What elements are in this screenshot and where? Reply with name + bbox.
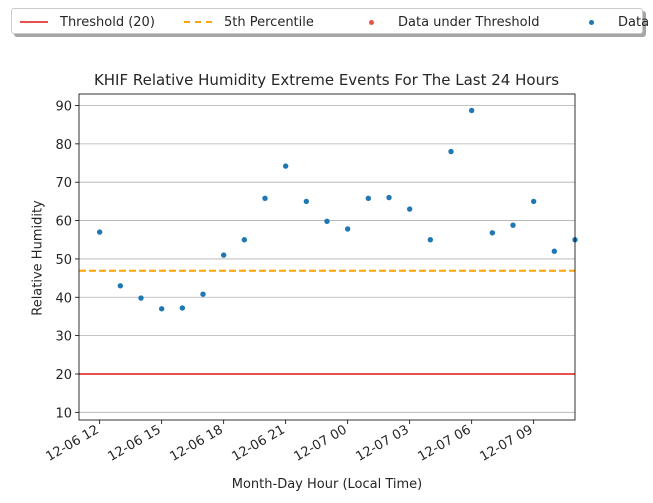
legend-item-percentile: 5th Percentile — [184, 9, 314, 35]
legend-percentile-label: 5th Percentile — [224, 14, 314, 30]
legend-threshold-label: Threshold (20) — [60, 14, 155, 30]
x-tick-label: 12-06 15 — [106, 422, 164, 464]
data-point — [262, 195, 268, 202]
plot-frame — [78, 93, 576, 421]
data-point — [530, 198, 537, 205]
x-tick-label: 12-07 09 — [478, 422, 536, 464]
x-tick-label: 12-06 21 — [230, 422, 288, 464]
data-point — [489, 230, 496, 236]
data-point — [241, 237, 248, 243]
y-tick-label: 20 — [55, 368, 72, 383]
legend-percentile-dashed-line-icon — [184, 16, 212, 28]
x-axis-label: Month-Day Hour (Local Time) — [231, 477, 423, 492]
data-point — [427, 237, 434, 243]
legend-data-dot-icon — [578, 16, 606, 28]
data-point — [551, 248, 558, 254]
y-tick-label: 80 — [55, 138, 72, 153]
y-tick-label: 90 — [55, 100, 72, 115]
data-point — [179, 305, 186, 311]
y-tick-label: 50 — [55, 253, 72, 268]
data-point — [138, 295, 144, 301]
legend-under-threshold-dot-icon — [358, 16, 386, 28]
y-tick-label: 10 — [55, 406, 72, 421]
y-tick-label: 40 — [55, 291, 72, 306]
data-point — [344, 226, 351, 232]
data-point — [303, 198, 310, 205]
y-tick-label: 60 — [55, 215, 72, 230]
legend-threshold-line-icon — [20, 16, 48, 28]
data-point — [448, 148, 454, 155]
data-point — [324, 218, 330, 225]
y-tick-label: 70 — [55, 176, 72, 191]
legend-data-label: Data — [618, 14, 650, 30]
data-point — [220, 252, 227, 258]
data-point — [406, 206, 413, 212]
x-tick-label: 12-07 03 — [354, 422, 412, 464]
data-point — [117, 283, 124, 289]
x-tick-label: 12-07 06 — [416, 422, 474, 464]
x-tick-label: 12-06 12 — [44, 422, 102, 464]
x-tick-label: 12-06 18 — [168, 422, 226, 464]
data-point — [158, 306, 165, 312]
y-tick-label: 30 — [55, 330, 72, 345]
data-point — [468, 107, 475, 114]
legend-under-threshold-label: Data under Threshold — [398, 14, 540, 30]
legend: Threshold (20) 5th Percentile Data under… — [11, 8, 649, 35]
legend-item-under-threshold: Data under Threshold — [358, 9, 539, 35]
data-point — [365, 195, 372, 202]
data-point — [282, 163, 289, 169]
data-point — [96, 229, 103, 235]
data-point — [200, 291, 206, 297]
legend-item-data: Data — [578, 9, 649, 35]
data-point — [386, 194, 392, 201]
chart-title: KHIF Relative Humidity Extreme Events Fo… — [93, 71, 560, 89]
legend-item-threshold: Threshold (20) — [20, 9, 155, 35]
x-tick-label: 12-07 00 — [292, 422, 350, 464]
data-point — [510, 222, 516, 228]
